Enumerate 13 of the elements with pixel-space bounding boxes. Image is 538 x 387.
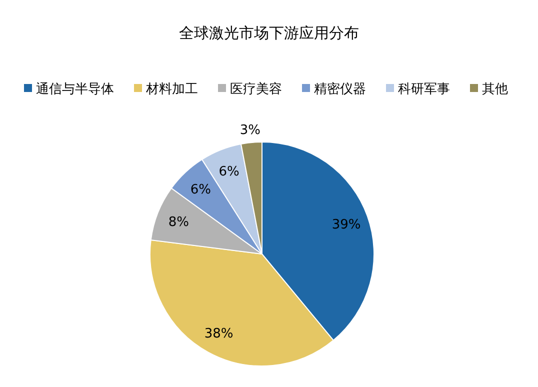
data-label: 39% [332,218,361,233]
data-label: 6% [218,164,240,180]
legend-label: 精密仪器 [314,82,366,97]
legend-label: 通信与半导体 [36,82,114,97]
legend-label: 科研军事 [398,82,450,97]
data-label: 38% [204,326,234,342]
legend-label: 其他 [482,82,508,97]
data-label: 3% [240,123,261,138]
data-label: 6% [190,182,211,198]
data-label: 8% [168,215,190,230]
chart-title: 全球激光市场下游应用分布 [179,24,359,42]
legend-label: 材料加工 [145,82,198,97]
legend-label: 医疗美容 [230,81,282,97]
